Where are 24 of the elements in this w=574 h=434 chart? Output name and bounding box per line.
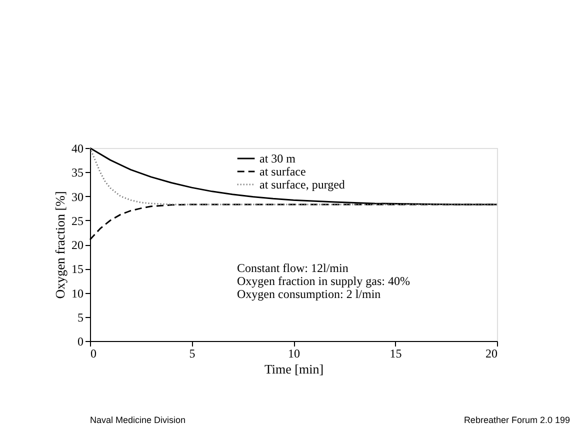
text: Rebreather Forum 2.0 199 xyxy=(464,415,570,425)
y-tick-label: 10 xyxy=(72,286,84,300)
y-tick-label: 30 xyxy=(72,190,84,204)
x-tick-label: 15 xyxy=(390,346,402,360)
x-tick-label: 20 xyxy=(486,346,498,360)
legend-label: at surface xyxy=(260,164,306,178)
x-tick-label: 10 xyxy=(288,346,300,360)
y-axis-title: Oxygen fraction [%] xyxy=(52,191,68,299)
y-tick-label: 35 xyxy=(72,166,84,180)
x-tick-label: 0 xyxy=(90,346,96,360)
y-tick-label: 15 xyxy=(72,262,84,276)
text: Naval Medicine Division xyxy=(90,415,186,425)
annotation: Oxygen fraction in supply gas: 40% xyxy=(237,274,410,288)
annotation: Constant flow: 12l/min xyxy=(237,261,348,275)
annotation: Oxygen consumption: 2 l/min xyxy=(237,287,381,301)
x-tick-label: 5 xyxy=(189,346,196,360)
y-tick-label: 20 xyxy=(72,238,84,252)
y-tick-label: 5 xyxy=(78,310,84,324)
legend-label: at 30 m xyxy=(260,152,296,166)
legend-label: at surface, purged xyxy=(260,178,345,192)
y-tick-label: 0 xyxy=(78,334,84,348)
x-axis-title: Time [min] xyxy=(264,362,324,376)
y-tick-label: 25 xyxy=(72,214,84,228)
y-tick-label: 40 xyxy=(72,142,84,156)
